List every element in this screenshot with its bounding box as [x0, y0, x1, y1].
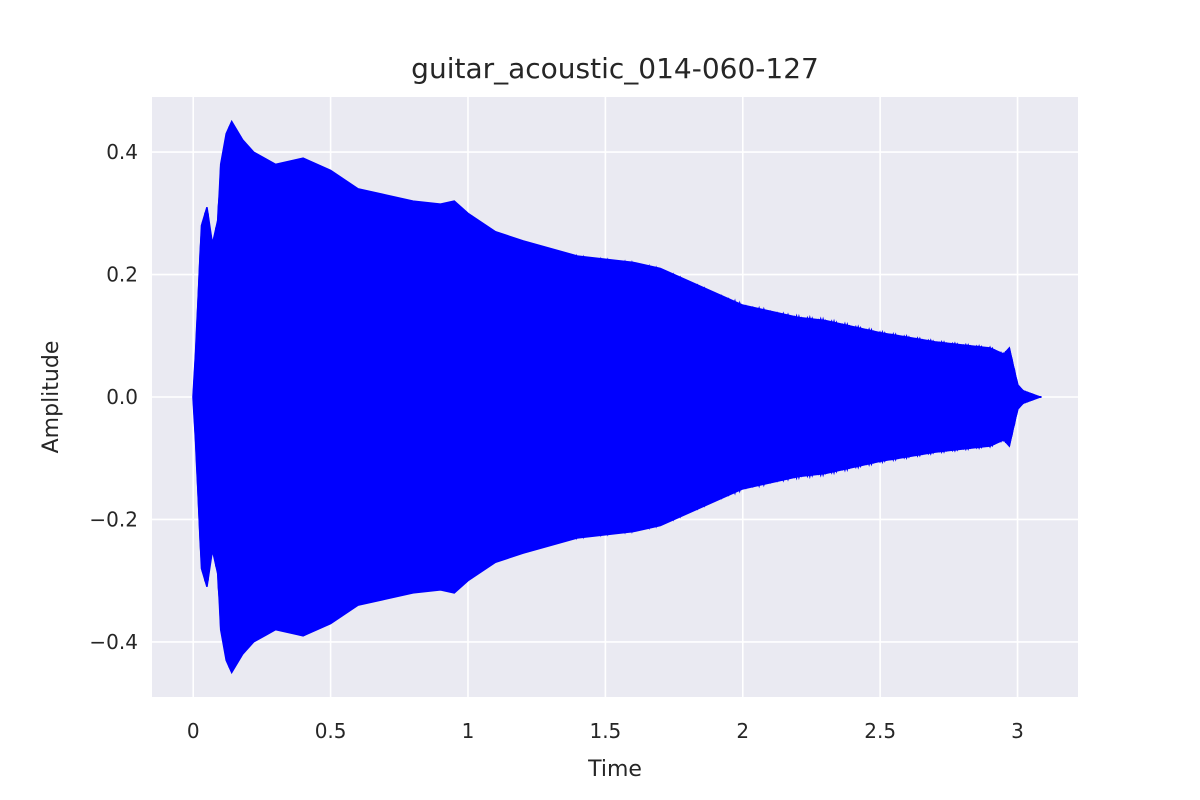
y-tick-label: −0.4	[89, 630, 138, 654]
x-axis-label: Time	[587, 757, 642, 782]
tick-labels: 0 0.5 1 1.5 2 2.5 3 0.4 0.2 0.0 −0.2 −0.4	[89, 140, 1023, 743]
y-tick-label: −0.2	[89, 507, 138, 531]
waveform-lower-edge	[192, 396, 1040, 671]
x-tick-label: 2.5	[864, 719, 896, 743]
x-tick-label: 1.5	[589, 719, 621, 743]
y-tick-label: 0.0	[106, 385, 138, 409]
x-tick-label: 0.5	[315, 719, 347, 743]
waveform-upper-edge	[192, 123, 1040, 398]
y-axis-label: Amplitude	[39, 341, 64, 454]
x-tick-label: 2	[736, 719, 749, 743]
x-tick-label: 1	[462, 719, 475, 743]
chart-title: guitar_acoustic_014-060-127	[411, 52, 819, 85]
y-tick-label: 0.4	[106, 140, 138, 164]
series-group	[192, 119, 1042, 675]
x-tick-label: 3	[1011, 719, 1024, 743]
x-tick-label: 0	[187, 719, 200, 743]
y-tick-label: 0.2	[106, 263, 138, 287]
